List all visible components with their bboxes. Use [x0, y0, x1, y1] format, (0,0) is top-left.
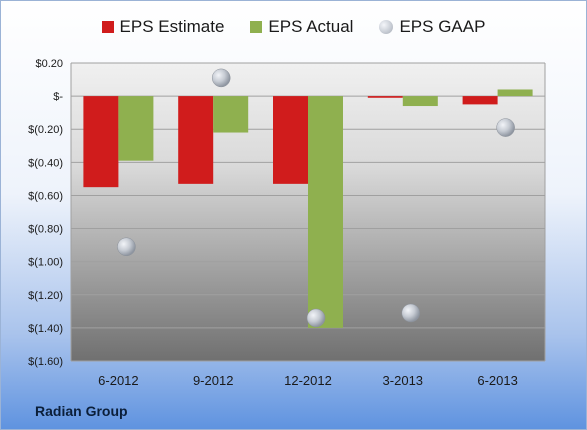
y-tick-label: $(1.00) [28, 257, 63, 269]
actual-bar [213, 96, 249, 133]
y-tick-label: $(1.40) [28, 323, 63, 335]
x-tick-label: 12-2012 [284, 373, 332, 388]
legend-item-gaap: EPS GAAP [379, 17, 485, 37]
gaap-point [306, 308, 326, 328]
estimate-bar [367, 96, 403, 98]
legend-label-estimate: EPS Estimate [119, 17, 225, 36]
y-tick-label: $0.20 [35, 58, 63, 70]
x-tick-label: 3-2013 [383, 373, 423, 388]
estimate-bar [462, 96, 498, 105]
x-axis-tick-labels: 6-2012 9-2012 12-2012 3-2013 6-2013 [98, 373, 518, 388]
y-tick-label: $(1.20) [28, 290, 63, 302]
y-tick-label: $(0.80) [28, 224, 63, 236]
actual-bar [118, 96, 154, 161]
x-tick-label: 6-2013 [477, 373, 517, 388]
estimate-bar [273, 96, 308, 184]
legend-swatch-actual [250, 21, 263, 33]
estimate-bar [178, 96, 214, 184]
x-tick-label: 6-2012 [98, 373, 138, 388]
gaap-points [117, 68, 515, 328]
gaap-point [401, 303, 421, 323]
y-tick-label: $(0.20) [28, 124, 63, 136]
y-tick-label: $(0.40) [28, 157, 63, 169]
legend-swatch-gaap [379, 20, 394, 34]
actual-bar [497, 89, 533, 97]
legend-swatch-estimate [101, 21, 114, 33]
estimate-bar [83, 96, 119, 188]
y-axis-tick-labels: $0.20 $- $(0.20) $(0.40) $(0.60) $(0.80) $(1.0… [28, 58, 63, 368]
bars [83, 89, 533, 328]
legend-item-actual: EPS Actual [250, 17, 353, 37]
gaap-point [496, 118, 515, 137]
gaap-point [211, 68, 231, 88]
x-tick-label: 9-2012 [193, 373, 233, 388]
legend-item-estimate: EPS Estimate [101, 17, 225, 37]
y-tick-label: $(1.60) [28, 356, 63, 368]
legend-label-actual: EPS Actual [268, 17, 354, 36]
legend-label-gaap: EPS GAAP [399, 17, 486, 36]
y-tick-label: $(0.60) [28, 190, 63, 202]
company-label: Radian Group [35, 403, 128, 419]
gaap-point [117, 237, 136, 257]
y-tick-label: $- [53, 91, 63, 103]
legend: EPS Estimate EPS Actual EPS GAAP [1, 17, 586, 37]
actual-bar [402, 96, 438, 107]
actual-bar [308, 96, 343, 328]
